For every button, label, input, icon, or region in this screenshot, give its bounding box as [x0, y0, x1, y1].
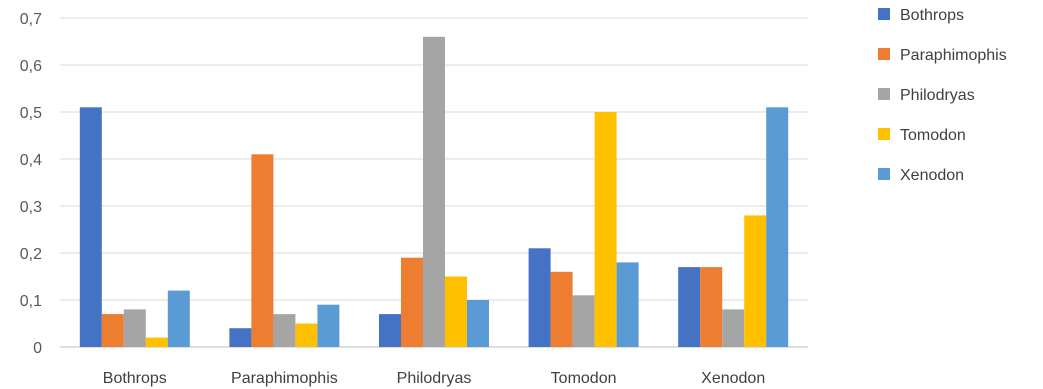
- bar-philodryas-paraphimophis: [273, 314, 296, 347]
- y-tick-label: 0,5: [20, 105, 42, 122]
- bar-xenodon-bothrops: [167, 290, 190, 347]
- bar-philodryas-tomodon: [572, 295, 595, 347]
- y-tick-label: 0,3: [20, 199, 42, 216]
- bar-tomodon-xenodon: [744, 215, 767, 347]
- bar-xenodon-xenodon: [766, 107, 789, 347]
- x-category-label: Philodryas: [397, 370, 472, 387]
- legend-swatch: [878, 88, 890, 100]
- bar-paraphimophis-xenodon: [700, 267, 723, 347]
- x-axis-category-labels: Bothrops Paraphimophis Philodryas Tomodon Xe…: [103, 370, 765, 387]
- bar-tomodon-paraphimophis: [295, 323, 318, 347]
- bar-tomodon-philodryas: [445, 276, 467, 347]
- legend-label: Xenodon: [900, 167, 964, 184]
- x-category-label: Tomodon: [551, 370, 617, 387]
- bar-tomodon-tomodon: [594, 112, 617, 347]
- legend-swatch: [878, 8, 890, 20]
- bar-philodryas-bothrops: [123, 309, 146, 347]
- x-category-label: Paraphimophis: [231, 370, 338, 387]
- bar-paraphimophis-paraphimophis: [251, 154, 274, 347]
- bar-philodryas-xenodon: [722, 309, 745, 347]
- bar-tomodon-bothrops: [145, 337, 168, 347]
- legend-label: Bothrops: [900, 7, 964, 24]
- bar-xenodon-tomodon: [616, 262, 639, 347]
- bar-bothrops-tomodon: [528, 248, 551, 347]
- y-tick-label: 0,1: [20, 293, 42, 310]
- bar-bothrops-xenodon: [678, 267, 701, 347]
- bar-xenodon-paraphimophis: [317, 304, 340, 347]
- y-tick-label: 0: [33, 340, 42, 357]
- bar-bothrops-philodryas: [379, 314, 401, 347]
- y-tick-label: 0,6: [20, 58, 42, 75]
- bar-bothrops-bothrops: [79, 107, 102, 347]
- legend-swatch: [878, 168, 890, 180]
- bar-bothrops-paraphimophis: [229, 328, 252, 347]
- bar-philodryas-philodryas: [423, 36, 445, 348]
- bar-paraphimophis-bothrops: [101, 314, 124, 347]
- bar-paraphimophis-tomodon: [550, 271, 573, 347]
- x-category-label: Bothrops: [103, 370, 167, 387]
- y-tick-label: 0,7: [20, 11, 42, 28]
- bar-paraphimophis-philodryas: [401, 257, 423, 347]
- x-category-label: Xenodon: [701, 370, 765, 387]
- legend-swatch: [878, 48, 890, 60]
- bar-xenodon-philodryas: [467, 300, 489, 347]
- y-tick-label: 0,4: [20, 152, 42, 169]
- y-axis-tick-labels: 0 0,1 0,2 0,3 0,4 0,5 0,6 0,7: [20, 11, 42, 357]
- legend-label: Philodryas: [900, 87, 975, 104]
- legend-label: Paraphimophis: [900, 47, 1007, 64]
- legend-label: Tomodon: [900, 127, 966, 144]
- y-tick-label: 0,2: [20, 246, 42, 263]
- legend-swatch: [878, 128, 890, 140]
- legend: Bothrops Paraphimophis Philodryas Tomodon Xe…: [878, 7, 1007, 184]
- bars: [79, 36, 789, 348]
